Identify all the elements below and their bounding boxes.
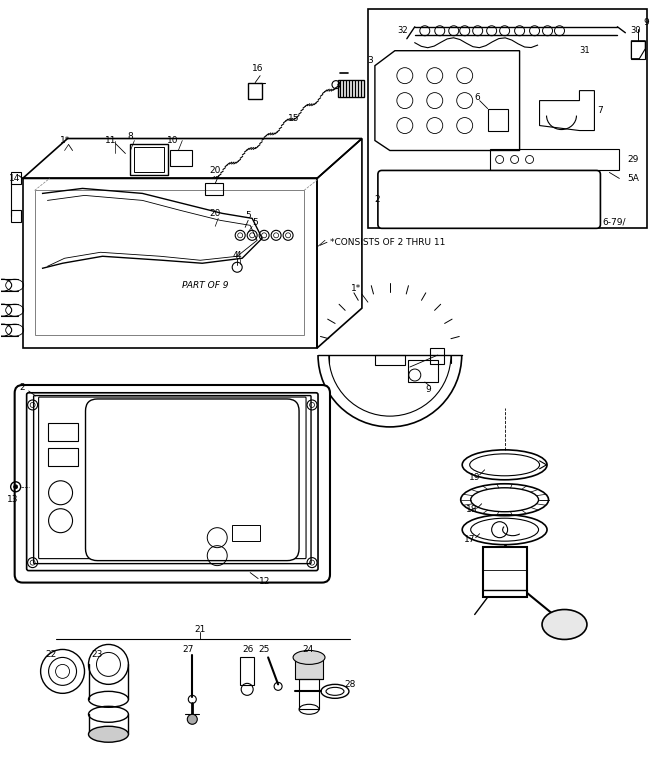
Text: 10: 10 xyxy=(167,136,178,145)
Text: 20: 20 xyxy=(209,209,221,218)
Bar xyxy=(430,348,444,364)
FancyBboxPatch shape xyxy=(33,396,311,564)
Text: 24: 24 xyxy=(302,645,314,654)
Bar xyxy=(232,525,260,541)
Text: 32: 32 xyxy=(397,26,408,35)
FancyBboxPatch shape xyxy=(14,385,330,583)
Text: 4: 4 xyxy=(235,251,241,260)
FancyBboxPatch shape xyxy=(27,393,318,571)
Text: 25: 25 xyxy=(258,645,270,654)
Text: 6-79/: 6-79/ xyxy=(602,218,626,227)
Text: 13: 13 xyxy=(7,495,18,504)
Text: 21: 21 xyxy=(195,625,206,634)
Bar xyxy=(488,109,508,130)
Bar xyxy=(631,41,645,59)
Ellipse shape xyxy=(542,610,587,640)
Bar xyxy=(368,8,647,229)
Text: 29: 29 xyxy=(627,155,639,164)
Bar xyxy=(10,173,21,184)
Text: 27: 27 xyxy=(182,645,194,654)
Circle shape xyxy=(187,714,198,724)
Bar xyxy=(10,210,21,222)
Bar xyxy=(490,149,619,170)
Text: 9: 9 xyxy=(644,18,649,28)
Bar xyxy=(170,150,192,166)
Text: 26: 26 xyxy=(243,645,254,654)
Bar xyxy=(48,423,78,441)
Bar xyxy=(135,146,164,173)
Text: 9: 9 xyxy=(425,386,431,394)
FancyBboxPatch shape xyxy=(39,397,306,558)
Text: 5: 5 xyxy=(252,218,258,227)
Text: 15: 15 xyxy=(288,114,300,123)
Bar xyxy=(408,360,438,382)
Circle shape xyxy=(14,485,18,489)
Text: 12: 12 xyxy=(260,577,271,586)
Text: 16: 16 xyxy=(252,64,264,73)
Bar xyxy=(295,657,323,680)
Bar xyxy=(48,448,78,466)
Text: 1*: 1* xyxy=(351,284,361,293)
Text: 2: 2 xyxy=(374,195,380,204)
FancyBboxPatch shape xyxy=(86,399,299,561)
Bar xyxy=(240,657,254,686)
Bar xyxy=(338,80,364,97)
Text: 8: 8 xyxy=(128,132,133,141)
Text: 19: 19 xyxy=(469,473,481,482)
Text: 31: 31 xyxy=(579,46,590,55)
Text: 4: 4 xyxy=(232,251,238,260)
Text: 17: 17 xyxy=(464,535,475,544)
Text: 18: 18 xyxy=(466,505,477,514)
Text: 5A: 5A xyxy=(627,174,639,183)
FancyBboxPatch shape xyxy=(378,170,600,229)
Text: PART OF 9: PART OF 9 xyxy=(182,281,228,290)
Bar xyxy=(130,143,168,176)
Text: *CONSISTS OF 2 THRU 11: *CONSISTS OF 2 THRU 11 xyxy=(330,238,445,247)
Text: 1*: 1* xyxy=(60,136,71,145)
Ellipse shape xyxy=(293,650,325,664)
Bar xyxy=(248,83,262,99)
Bar xyxy=(483,547,526,597)
Bar xyxy=(299,680,319,709)
Bar xyxy=(397,184,572,214)
Ellipse shape xyxy=(88,726,128,742)
Bar xyxy=(35,190,304,335)
Text: 3: 3 xyxy=(367,56,373,65)
Bar xyxy=(205,183,223,196)
Text: 7: 7 xyxy=(597,106,603,115)
Text: 5: 5 xyxy=(245,211,251,220)
Text: 14: 14 xyxy=(9,174,20,183)
Text: 30: 30 xyxy=(630,26,641,35)
Bar xyxy=(375,355,405,365)
Text: 11: 11 xyxy=(105,136,116,145)
Text: 6: 6 xyxy=(475,93,481,102)
Text: 23: 23 xyxy=(92,650,103,659)
Text: 22: 22 xyxy=(45,650,56,659)
Text: 20: 20 xyxy=(209,166,221,175)
Text: 2: 2 xyxy=(20,384,26,393)
Text: 28: 28 xyxy=(344,680,356,689)
